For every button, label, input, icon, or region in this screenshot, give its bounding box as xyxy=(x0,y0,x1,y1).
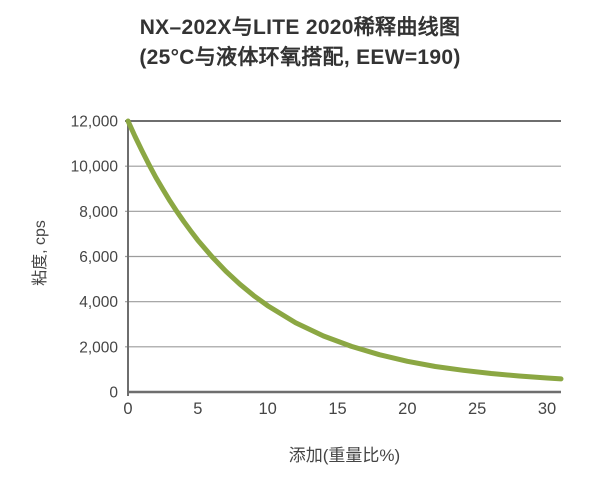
y-tick-label: 2,000 xyxy=(79,339,118,356)
x-tick-label: 30 xyxy=(538,400,556,418)
x-tick-label: 0 xyxy=(123,400,132,418)
chart-title: NX–202X与LITE 2020稀释曲线图 xyxy=(139,16,461,39)
y-tick-label: 8,000 xyxy=(79,204,118,221)
y-tick-label: 0 xyxy=(109,384,118,401)
y-tick-label: 12,000 xyxy=(71,113,119,130)
y-tick-label: 10,000 xyxy=(71,159,119,176)
x-tick-label: 5 xyxy=(193,400,202,418)
x-tick-label: 25 xyxy=(468,400,486,418)
chart-subtitle: (25°C与液体环氧搭配, EEW=190) xyxy=(139,46,461,69)
x-tick-label: 15 xyxy=(328,400,346,418)
y-tick-label: 6,000 xyxy=(79,249,118,266)
y-tick-label: 4,000 xyxy=(79,294,118,311)
x-tick-label: 10 xyxy=(258,400,276,418)
dilution-curve xyxy=(125,118,564,382)
x-axis-title: 添加(重量比%) xyxy=(288,446,401,465)
x-tick-label: 20 xyxy=(398,400,416,418)
